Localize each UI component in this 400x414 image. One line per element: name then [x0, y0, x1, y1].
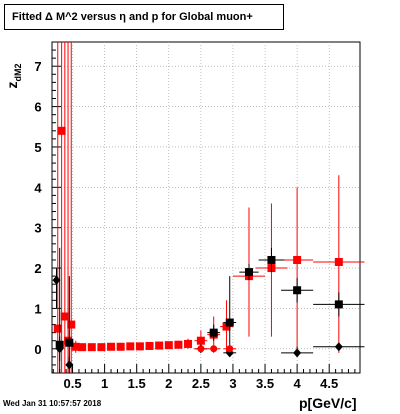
y-tick-label: 1: [34, 301, 41, 316]
square-marker: [135, 342, 144, 351]
data-point: [194, 345, 208, 353]
x-tick-label: 2: [165, 376, 172, 391]
square-marker: [293, 286, 302, 295]
y-tick-label: 5: [34, 140, 41, 155]
data-point: [65, 276, 74, 369]
data-point: [155, 341, 164, 350]
data-point: [126, 342, 135, 351]
x-tick-label: 4: [293, 376, 301, 391]
y-tick-label: 4: [34, 180, 42, 195]
data-point: [52, 268, 61, 309]
circle-marker: [226, 345, 234, 353]
x-axis-label: p[GeV/c]: [299, 395, 357, 411]
diamond-marker: [55, 344, 64, 354]
square-marker: [222, 322, 231, 331]
y-tick-label: 0: [34, 342, 41, 357]
data-point: [258, 247, 285, 273]
data-point: [313, 292, 365, 317]
x-tick-label: 0.5: [63, 376, 81, 391]
data-point: [55, 336, 64, 361]
x-tick-label: 3: [229, 376, 236, 391]
data-point: [223, 345, 237, 353]
data-point: [281, 346, 314, 358]
square-marker: [71, 342, 80, 351]
square-marker: [97, 343, 106, 352]
data-point: [60, 42, 69, 373]
square-marker: [293, 255, 302, 264]
data-point: [65, 356, 74, 373]
square-marker: [164, 341, 173, 350]
square-marker: [267, 255, 276, 264]
circle-marker: [210, 345, 218, 353]
x-tick-label: 3.5: [256, 376, 274, 391]
square-marker: [53, 324, 62, 333]
square-marker: [334, 257, 343, 266]
data-point: [220, 300, 233, 353]
square-marker: [155, 341, 164, 350]
data-point: [281, 278, 314, 303]
y-axis-label: zdM2: [4, 64, 23, 89]
x-tick-label: 1.5: [128, 376, 146, 391]
square-marker: [209, 328, 218, 337]
y-axis-label-sub: dM2: [13, 64, 23, 82]
plot-frame: [51, 41, 361, 374]
data-point: [207, 324, 221, 341]
square-marker: [67, 320, 76, 329]
square-marker: [184, 339, 193, 348]
square-marker: [87, 343, 96, 352]
data-point: [87, 343, 96, 352]
data-point: [207, 345, 221, 353]
y-tick-label: 3: [34, 221, 41, 236]
square-marker: [196, 336, 205, 345]
diamond-marker: [293, 348, 302, 358]
diamond-marker: [52, 275, 61, 285]
y-tick-label: 2: [34, 261, 41, 276]
square-marker: [126, 342, 135, 351]
timestamp: Wed Jan 31 10:57:57 2018: [3, 399, 102, 408]
data-point: [116, 342, 125, 351]
y-axis-label-main: z: [4, 82, 20, 89]
chart-title: Fitted Δ M^2 versus η and p for Global m…: [4, 4, 284, 30]
data-point: [78, 343, 87, 352]
data-point: [53, 42, 62, 373]
square-marker: [145, 341, 154, 350]
data-point: [239, 264, 259, 281]
x-tick-label: 2.5: [192, 376, 210, 391]
square-marker: [78, 343, 87, 352]
square-marker: [225, 318, 234, 327]
x-tick-label: 1: [101, 376, 108, 391]
data-point: [174, 340, 183, 349]
data-point: [184, 338, 193, 349]
data-point: [164, 341, 173, 350]
data-point: [135, 342, 144, 351]
data-point: [67, 42, 76, 373]
square-marker: [244, 268, 253, 277]
data-point: [145, 341, 154, 350]
square-marker: [334, 300, 343, 309]
diamond-marker: [65, 360, 74, 370]
square-marker: [57, 126, 66, 135]
square-marker: [65, 338, 74, 347]
data-point: [107, 342, 116, 351]
circle-marker: [197, 345, 205, 353]
data-point: [97, 343, 106, 352]
data-point: [313, 175, 365, 353]
data-point: [71, 340, 80, 353]
x-tick-label: 4.5: [320, 376, 338, 391]
data-points: [52, 42, 365, 373]
y-tick-label: 7: [34, 59, 41, 74]
data-point: [313, 342, 365, 352]
square-marker: [116, 342, 125, 351]
data-point: [281, 187, 314, 349]
data-point: [223, 276, 237, 345]
square-marker: [60, 312, 69, 321]
square-marker: [107, 342, 116, 351]
y-tick-label: 6: [34, 100, 41, 115]
square-marker: [174, 340, 183, 349]
diamond-marker: [334, 342, 343, 352]
